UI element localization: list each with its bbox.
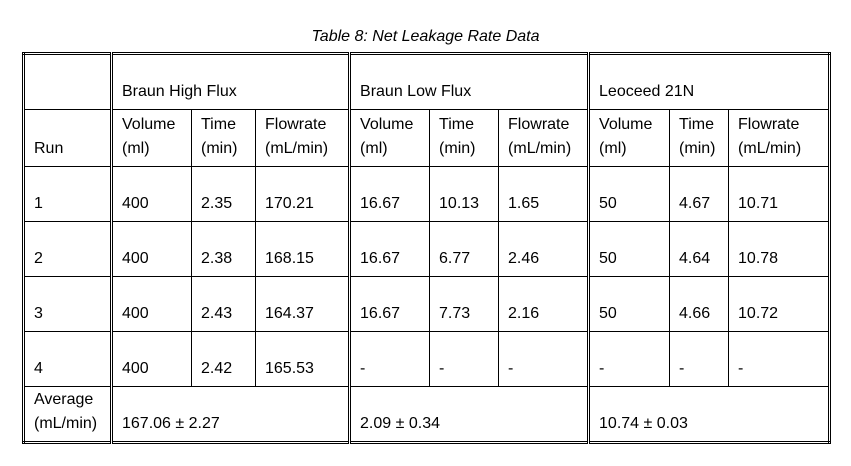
column-header: Volume (ml) [587,109,671,167]
table-cell: 4.64 [669,221,730,277]
table-cell: 170.21 [254,166,351,222]
table-cell: 10.72 [728,276,831,332]
table-cell: 16.67 [348,276,431,332]
table-cell: 10.78 [728,221,831,277]
table-cell: 7.73 [429,276,500,332]
table-row: Braun High Flux Braun Low Flux Leoceed 21N [23,53,831,110]
table-cell: 4.67 [669,166,730,222]
column-header: Flowrate (mL/min) [728,109,831,167]
table-cell: - [728,331,831,387]
table-cell: - [348,331,431,387]
column-header: Volume (ml) [110,109,192,167]
table-cell: - [669,331,730,387]
table-cell: 2.38 [191,221,256,277]
table-row: 4 400 2.42 165.53- - - - - - [23,331,831,387]
table-row: Average (mL/min) 167.06 ± 2.27 2.09 ± 0.34… [23,386,831,443]
table-cell: 168.15 [254,221,351,277]
table-cell: 1 [23,166,112,222]
group-header: Braun Low Flux [348,53,590,110]
table-title: Table 8: Net Leakage Rate Data [311,28,540,45]
table-body: Braun High Flux Braun Low Flux Leoceed 21N… [23,53,831,443]
column-header: Time (min) [191,109,256,167]
table-cell: - [587,331,671,387]
table-cell: 50 [587,166,671,222]
table-cell: 4.66 [669,276,730,332]
table-cell: 400 [110,331,192,387]
column-header: Flowrate (mL/min) [254,109,351,167]
table-cell: - [429,331,500,387]
average-value: 167.06 ± 2.27 [109,386,351,443]
average-value: 2.09 ± 0.34 [348,386,590,443]
table-row: Run Volume (ml) Time (min) Flowrate (mL/min… [23,109,831,167]
table-cell: 16.67 [348,221,431,277]
group-header: Leoceed 21N [587,53,831,110]
table-cell: 2.42 [191,331,256,387]
column-header: Volume (ml) [348,109,431,167]
table-row: 1 400 2.35 170.21 16.67 10.13 1.65 50 4.67 10.71 [23,166,831,222]
table-cell: 1.65 [498,166,590,222]
table-cell: 2.16 [498,276,590,332]
table-cell: 2.35 [191,166,256,222]
table-cell: 400 [110,276,192,332]
table-cell: 400 [110,221,192,277]
table-cell: 164.37 [254,276,351,332]
leakage-table: Braun High Flux Braun Low Flux Leoceed 21N… [22,52,832,444]
column-header: Time (min) [429,109,500,167]
column-header: Flowrate (mL/min) [498,109,590,167]
table-cell: - [498,331,590,387]
table-row: 3 400 2.43 164.37 16.67 7.73 2.16 50 4.66 10.72 [23,276,831,332]
table-cell: 10.71 [728,166,831,222]
average-value: 10.74 ± 0.03 [587,386,831,443]
average-label: Average (mL/min) [23,386,112,443]
table-cell: 6.77 [429,221,500,277]
table-cell: 4 [23,331,112,387]
table-cell: 10.13 [429,166,500,222]
column-header: Run [23,109,112,167]
table-cell: 165.53 [254,331,351,387]
column-header: Time (min) [669,109,730,167]
table-cell: 3 [23,276,112,332]
table-row: 2 400 2.38 168.15 16.67 6.77 2.46 50 4.64 10.78 [23,221,831,277]
table-cell: 50 [587,221,671,277]
table-cell: 2.46 [498,221,590,277]
table-cell: 2.43 [191,276,256,332]
empty-cell [23,53,112,110]
table-cell: 50 [587,276,671,332]
table-cell: 2 [23,221,112,277]
table-cell: 16.67 [348,166,431,222]
table-cell: 400 [110,166,192,222]
group-header: Braun High Flux [109,53,351,110]
